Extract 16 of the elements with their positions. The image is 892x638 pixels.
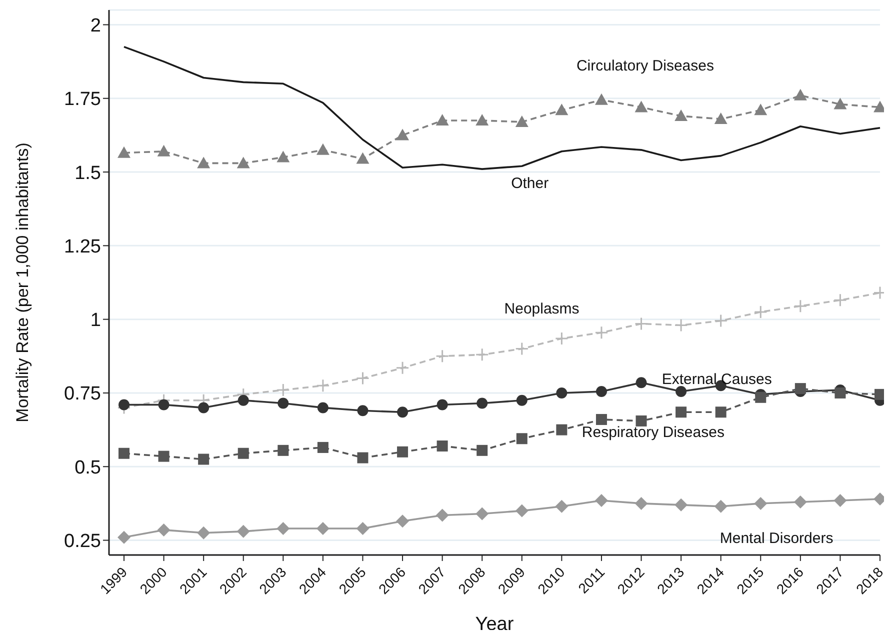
y-tick-label: 0.5 xyxy=(74,457,101,478)
y-tick-label: 1.5 xyxy=(74,162,101,184)
y-tick-label: 1 xyxy=(90,310,101,332)
series-label: Mental Disorders xyxy=(720,530,834,548)
y-tick-label: 2 xyxy=(90,15,101,36)
series-label: Neoplasms xyxy=(504,300,580,318)
y-axis-title: Mortality Rate (per 1,000 inhabitants) xyxy=(13,142,32,422)
text: Circulatory Diseases xyxy=(576,57,714,74)
series-label: Respiratory Diseases xyxy=(582,424,724,442)
series-label: Other xyxy=(511,175,549,192)
y-tick-label: 0.25 xyxy=(64,531,101,552)
x-axis-title: Year xyxy=(475,614,514,635)
y-tick-label: 1.75 xyxy=(64,89,101,110)
y-tick-label: 1.25 xyxy=(64,236,101,258)
series-label: External Causes xyxy=(662,371,772,388)
y-tick-label: 0.75 xyxy=(64,384,101,405)
